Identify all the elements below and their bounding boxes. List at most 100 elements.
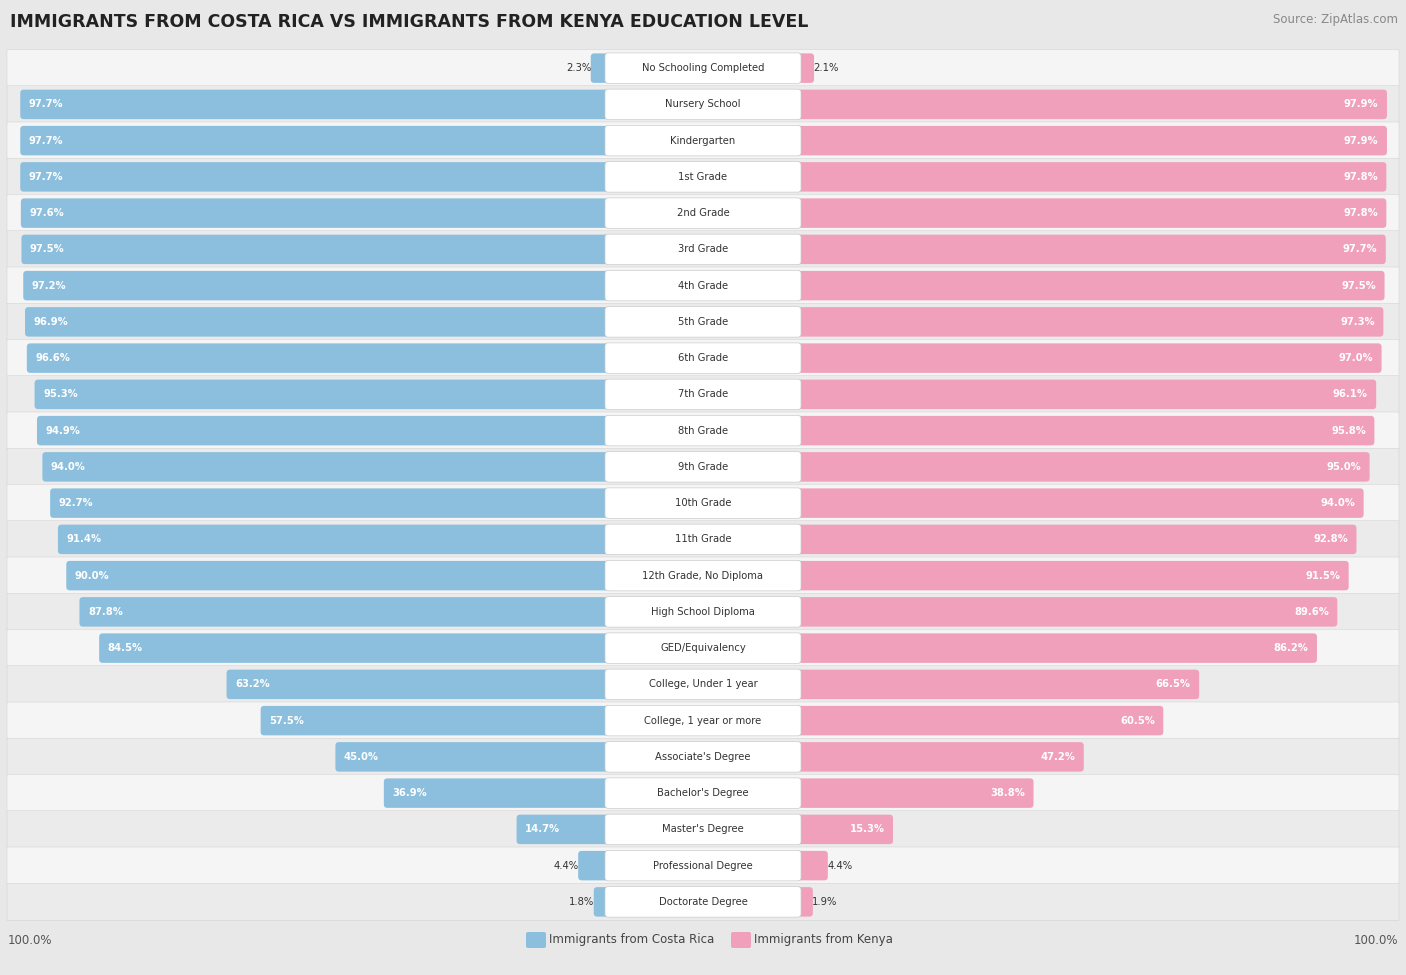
FancyBboxPatch shape [42,452,612,482]
Text: 1.8%: 1.8% [569,897,595,907]
FancyBboxPatch shape [605,89,801,120]
FancyBboxPatch shape [605,814,801,844]
Text: 94.0%: 94.0% [1320,498,1355,508]
FancyBboxPatch shape [51,488,612,518]
Text: 97.5%: 97.5% [1341,281,1376,291]
Text: Professional Degree: Professional Degree [654,861,752,871]
FancyBboxPatch shape [605,234,801,264]
FancyBboxPatch shape [794,525,1357,554]
FancyBboxPatch shape [20,126,612,155]
FancyBboxPatch shape [37,416,612,446]
Text: 87.8%: 87.8% [89,606,122,617]
Text: 97.7%: 97.7% [28,99,63,109]
FancyBboxPatch shape [7,375,1399,413]
Text: 91.4%: 91.4% [66,534,101,544]
FancyBboxPatch shape [7,702,1399,739]
FancyBboxPatch shape [794,634,1317,663]
FancyBboxPatch shape [226,670,612,699]
FancyBboxPatch shape [794,597,1337,627]
Text: Source: ZipAtlas.com: Source: ZipAtlas.com [1272,13,1398,26]
Text: 4.4%: 4.4% [554,861,579,871]
FancyBboxPatch shape [794,851,828,880]
Text: Doctorate Degree: Doctorate Degree [658,897,748,907]
FancyBboxPatch shape [794,452,1369,482]
Text: High School Diploma: High School Diploma [651,606,755,617]
Text: 15.3%: 15.3% [849,825,884,835]
FancyBboxPatch shape [516,815,612,844]
FancyBboxPatch shape [80,597,612,627]
FancyBboxPatch shape [7,557,1399,594]
FancyBboxPatch shape [7,811,1399,848]
FancyBboxPatch shape [605,488,801,519]
Text: 1.9%: 1.9% [813,897,838,907]
FancyBboxPatch shape [794,488,1364,518]
FancyBboxPatch shape [794,271,1385,300]
FancyBboxPatch shape [7,774,1399,812]
FancyBboxPatch shape [605,198,801,228]
Text: 14.7%: 14.7% [524,825,560,835]
FancyBboxPatch shape [7,412,1399,449]
FancyBboxPatch shape [25,307,612,336]
Text: 97.8%: 97.8% [1343,208,1378,218]
Text: No Schooling Completed: No Schooling Completed [641,63,765,73]
Text: 92.8%: 92.8% [1313,534,1348,544]
FancyBboxPatch shape [731,932,751,948]
Text: 95.8%: 95.8% [1331,426,1365,436]
FancyBboxPatch shape [794,235,1386,264]
FancyBboxPatch shape [66,561,612,591]
FancyBboxPatch shape [7,231,1399,268]
Text: 97.0%: 97.0% [1339,353,1374,363]
FancyBboxPatch shape [7,630,1399,667]
FancyBboxPatch shape [7,50,1399,87]
Text: Immigrants from Kenya: Immigrants from Kenya [754,933,893,947]
FancyBboxPatch shape [21,235,612,264]
Text: 97.5%: 97.5% [30,245,65,254]
Text: 100.0%: 100.0% [1354,933,1398,947]
FancyBboxPatch shape [7,86,1399,123]
Text: 63.2%: 63.2% [235,680,270,689]
Text: 12th Grade, No Diploma: 12th Grade, No Diploma [643,570,763,581]
FancyBboxPatch shape [605,597,801,627]
FancyBboxPatch shape [605,669,801,700]
FancyBboxPatch shape [605,306,801,337]
FancyBboxPatch shape [605,705,801,736]
Text: 4.4%: 4.4% [827,861,852,871]
Text: 92.7%: 92.7% [59,498,93,508]
FancyBboxPatch shape [7,666,1399,703]
FancyBboxPatch shape [526,932,546,948]
Text: 95.0%: 95.0% [1326,462,1361,472]
FancyBboxPatch shape [794,706,1163,735]
Text: 3rd Grade: 3rd Grade [678,245,728,254]
FancyBboxPatch shape [578,851,612,880]
Text: 2.1%: 2.1% [814,63,839,73]
Text: 97.2%: 97.2% [32,281,66,291]
Text: Immigrants from Costa Rica: Immigrants from Costa Rica [548,933,714,947]
FancyBboxPatch shape [7,267,1399,304]
FancyBboxPatch shape [27,343,612,372]
Text: 45.0%: 45.0% [344,752,378,761]
Text: College, 1 year or more: College, 1 year or more [644,716,762,725]
Text: 94.0%: 94.0% [51,462,86,472]
FancyBboxPatch shape [100,634,612,663]
FancyBboxPatch shape [794,742,1084,771]
Text: 97.9%: 97.9% [1344,99,1378,109]
FancyBboxPatch shape [605,561,801,591]
FancyBboxPatch shape [7,122,1399,159]
Text: 36.9%: 36.9% [392,788,427,799]
Text: 96.6%: 96.6% [35,353,70,363]
Text: 2nd Grade: 2nd Grade [676,208,730,218]
Text: Bachelor's Degree: Bachelor's Degree [657,788,749,799]
Text: 96.1%: 96.1% [1333,389,1368,400]
Text: 97.8%: 97.8% [1343,172,1378,182]
FancyBboxPatch shape [384,778,612,808]
Text: 6th Grade: 6th Grade [678,353,728,363]
Text: 100.0%: 100.0% [8,933,52,947]
FancyBboxPatch shape [7,339,1399,376]
Text: 11th Grade: 11th Grade [675,534,731,544]
Text: 38.8%: 38.8% [990,788,1025,799]
FancyBboxPatch shape [7,738,1399,775]
FancyBboxPatch shape [794,416,1375,446]
Text: Nursery School: Nursery School [665,99,741,109]
FancyBboxPatch shape [21,198,612,228]
FancyBboxPatch shape [794,54,814,83]
